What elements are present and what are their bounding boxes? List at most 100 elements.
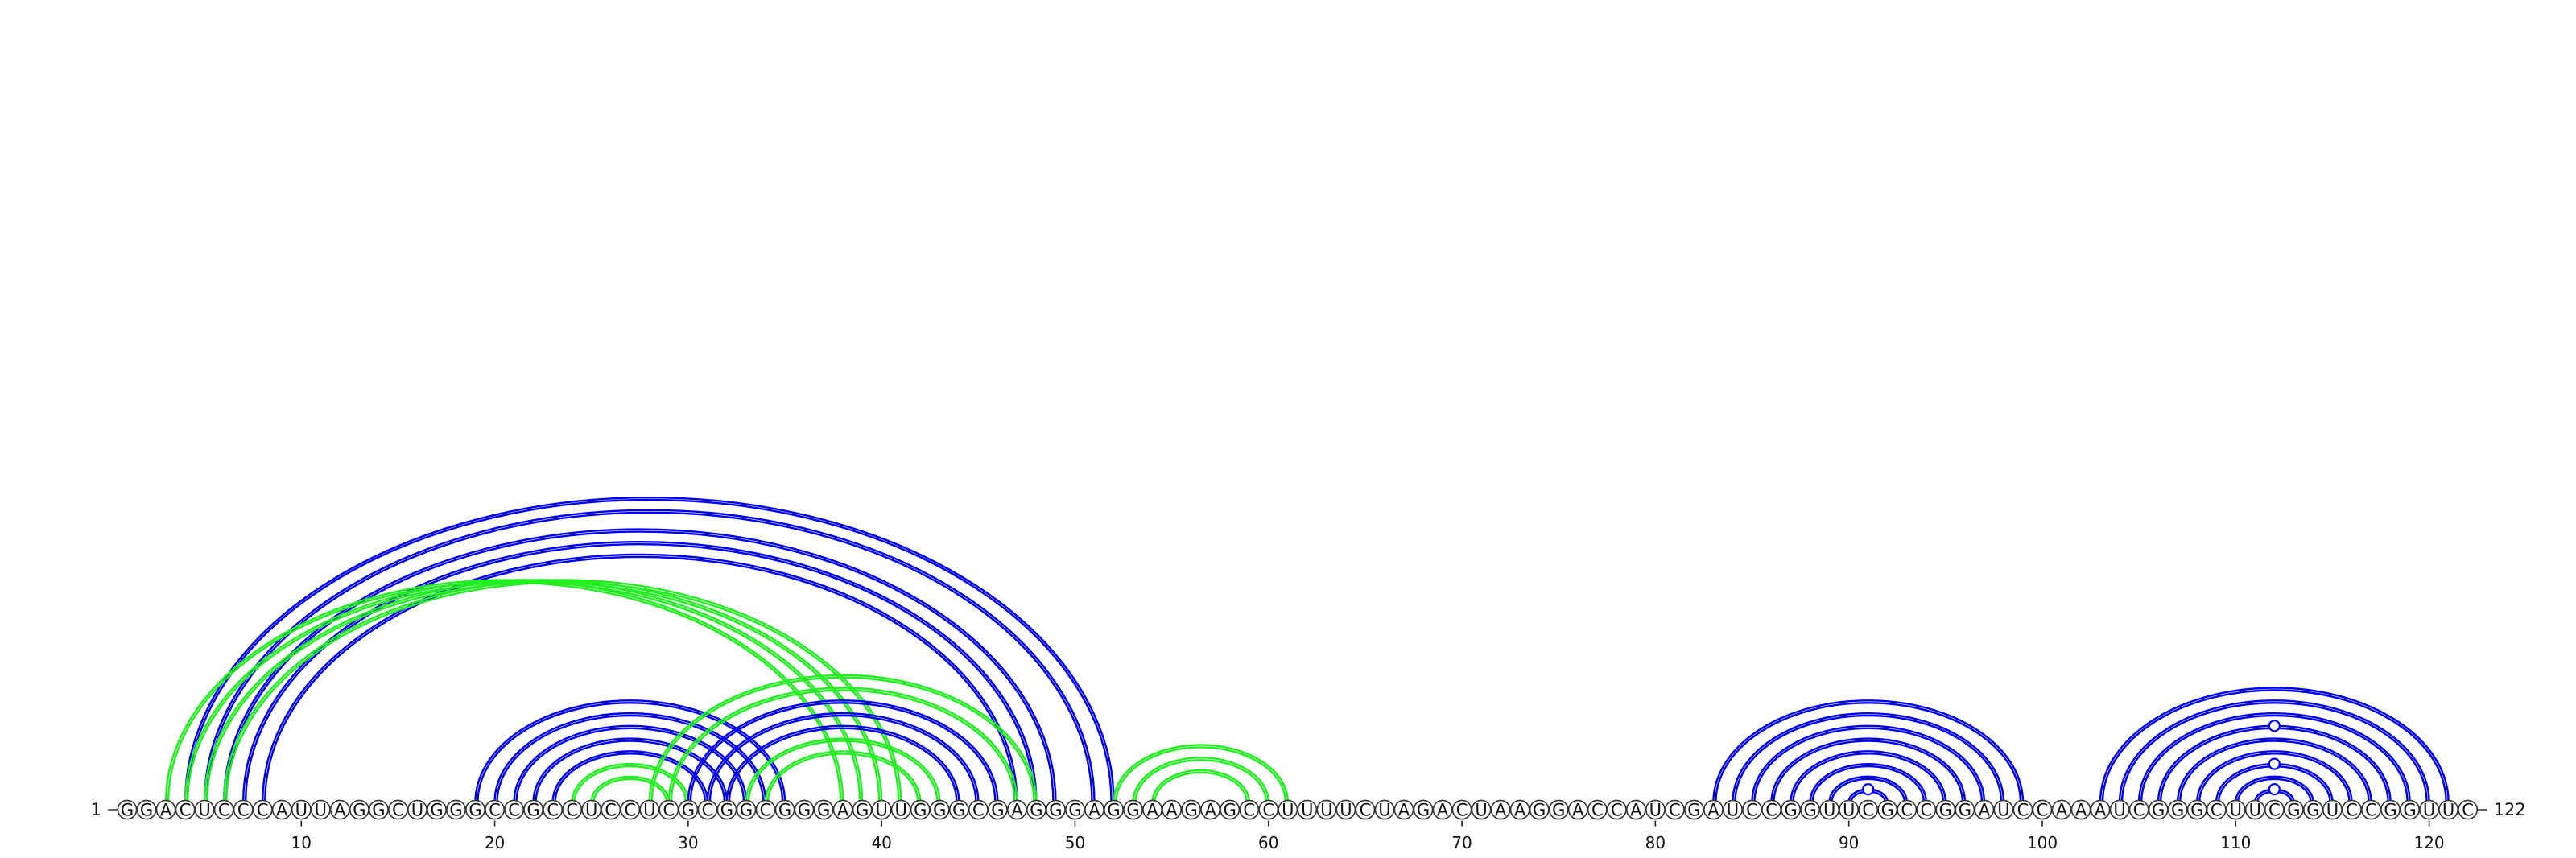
nucleotide-circle xyxy=(117,799,138,820)
nucleotide-circle xyxy=(1490,799,1511,820)
nucleotide: U xyxy=(2225,799,2246,820)
base-pair-arc-inner xyxy=(1792,753,1945,802)
nucleotide-letter: A xyxy=(1146,801,1158,820)
base-pair-arc-blue xyxy=(551,750,709,802)
nucleotide: A xyxy=(832,799,853,820)
nucleotide-circle xyxy=(968,799,989,820)
nucleotide: U xyxy=(1374,799,1395,820)
nucleotide-circle xyxy=(2458,799,2479,820)
nucleotide: C xyxy=(1587,799,1608,820)
nucleotide-letter: A xyxy=(1437,801,1449,820)
axis-tick-label: 110 xyxy=(2220,833,2251,852)
nucleotide: C xyxy=(504,799,525,820)
base-pair-arc-blue xyxy=(493,712,767,802)
nucleotide-circle xyxy=(155,799,176,820)
nucleotide-circle xyxy=(1858,799,1879,820)
nucleotide-circle xyxy=(2167,799,2188,820)
nucleotide: G xyxy=(446,799,466,820)
nucleotide-circle xyxy=(1220,799,1241,820)
nucleotide-letter: G xyxy=(1049,801,1062,820)
base-pair-arc-blue xyxy=(532,737,729,802)
nucleotide-circle xyxy=(2148,799,2169,820)
nucleotide: C xyxy=(213,799,234,820)
nucleotide: C xyxy=(1761,799,1781,820)
nucleotide: U xyxy=(407,799,427,820)
nucleotide: A xyxy=(1084,799,1104,820)
nucleotide-circle xyxy=(2264,799,2285,820)
nucleotide: C xyxy=(601,799,621,820)
arc-marker xyxy=(2268,720,2281,732)
nucleotide-circle xyxy=(678,799,699,820)
base-pair-arc-blue xyxy=(474,699,786,802)
nucleotide: C xyxy=(1451,799,1472,820)
nucleotide-circle xyxy=(871,799,892,820)
nucleotide: A xyxy=(1162,799,1183,820)
nucleotide-circle xyxy=(774,799,795,820)
nucleotide: A xyxy=(1142,799,1162,820)
nucleotide-letter: U xyxy=(1340,801,1352,820)
nucleotide-letter: C xyxy=(1591,801,1604,820)
base-pair-arc-inner xyxy=(1773,740,1964,802)
nucleotide-circle xyxy=(562,799,583,820)
nucleotide-circle xyxy=(832,799,853,820)
nucleotide: C xyxy=(1742,799,1762,820)
nucleotide-letter: G xyxy=(720,801,733,820)
nucleotide: G xyxy=(1935,799,1956,820)
nucleotide-circle xyxy=(794,799,815,820)
nucleotide: C xyxy=(697,799,718,820)
nucleotide: C xyxy=(1916,799,1937,820)
nucleotide-circle xyxy=(601,799,621,820)
nucleotide-circle xyxy=(1006,799,1027,820)
nucleotide-circle xyxy=(2206,799,2227,820)
nucleotide-letter: U xyxy=(2423,801,2435,820)
nucleotide: G xyxy=(736,799,757,820)
nucleotide: G xyxy=(1877,799,1898,820)
nucleotide-circle xyxy=(427,799,447,820)
nucleotide-letter: C xyxy=(2133,801,2145,820)
nucleotide-letter: G xyxy=(856,801,869,820)
nucleotide-circle xyxy=(407,799,427,820)
nucleotide-letter: C xyxy=(605,801,617,820)
axis-tick-label: 20 xyxy=(485,833,505,852)
nucleotide-circle xyxy=(716,799,737,820)
nucleotide: U xyxy=(2322,799,2343,820)
nucleotide-letter: C xyxy=(702,801,714,820)
nucleotide-circle xyxy=(1432,799,1453,820)
nucleotide: G xyxy=(813,799,834,820)
nucleotide: G xyxy=(1529,799,1550,820)
nucleotide-letter: C xyxy=(2346,801,2358,820)
arc-marker xyxy=(1862,783,1875,796)
nucleotide: A xyxy=(1200,799,1221,820)
nucleotide-circle xyxy=(504,799,525,820)
nucleotide-circle xyxy=(2438,799,2459,820)
base-pair-arc-inner xyxy=(554,753,707,802)
nucleotide-letter: C xyxy=(1746,801,1758,820)
nucleotide-letter: C xyxy=(392,801,404,820)
base-pair-arc-blue xyxy=(1732,712,2005,802)
nucleotide-circle xyxy=(1374,799,1395,820)
nucleotide: G xyxy=(1104,799,1124,820)
nucleotide-letter: C xyxy=(1862,801,1874,820)
axis-tick-label: 50 xyxy=(1065,833,1085,852)
base-pair-arc-inner xyxy=(2101,689,2447,802)
base-pair-arc-inner xyxy=(573,765,687,802)
nucleotide-letter: G xyxy=(526,801,539,820)
nucleotide-letter: U xyxy=(1843,801,1855,820)
nucleotide-letter: C xyxy=(1456,801,1468,820)
base-pair-arc-inner xyxy=(205,511,1093,802)
nucleotide-letter: C xyxy=(760,801,772,820)
nucleotide-letter: C xyxy=(2365,801,2377,820)
nucleotide: C xyxy=(755,799,776,820)
base-pair-arc-inner xyxy=(2178,740,2370,802)
nucleotide: G xyxy=(1413,799,1434,820)
nucleotide: G xyxy=(2380,799,2401,820)
nucleotide-circle xyxy=(2186,799,2207,820)
nucleotide-letter: A xyxy=(2056,801,2068,820)
base-pair-arc-blue xyxy=(2118,699,2430,802)
nucleotide-letter: A xyxy=(837,801,849,820)
base-pair-arc-inner xyxy=(225,581,900,802)
nucleotide-letter: U xyxy=(198,801,210,820)
nucleotide: U xyxy=(2109,799,2130,820)
base-pair-arc-inner xyxy=(225,530,1055,802)
nucleotide: U xyxy=(1723,799,1743,820)
